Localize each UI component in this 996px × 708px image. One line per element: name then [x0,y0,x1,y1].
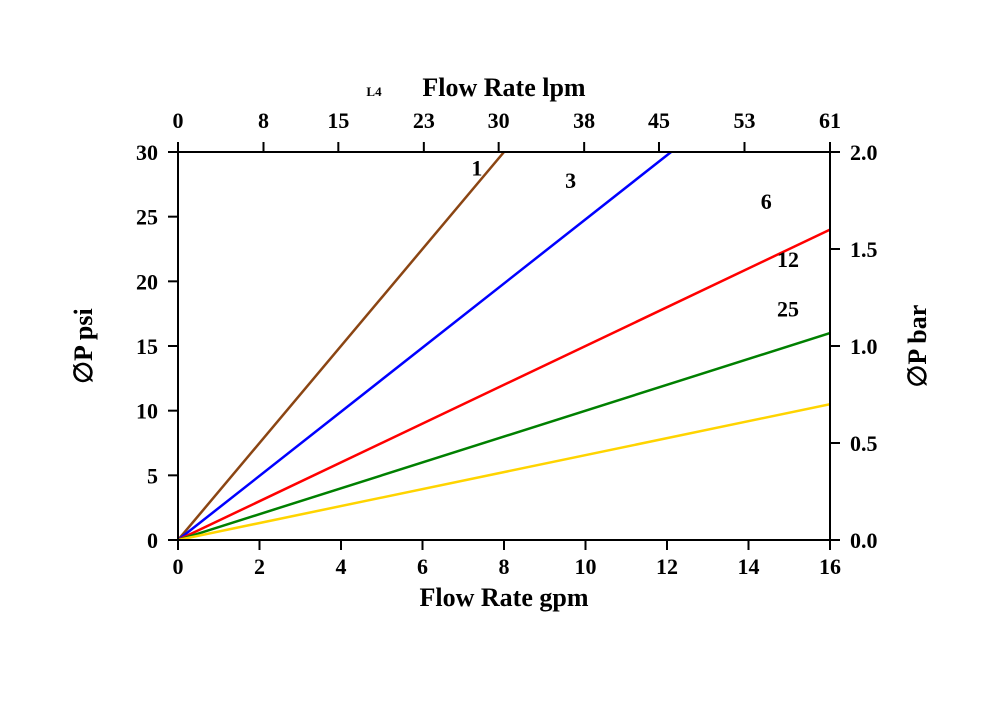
series-label-6: 6 [761,189,772,214]
yr-tick-label: 1.0 [850,334,878,359]
yl-tick-label: 10 [136,399,158,424]
xb-tick-label: 8 [499,554,510,579]
top-small-label: L4 [366,84,382,99]
xt-tick-label: 38 [573,108,595,133]
xt-tick-label: 0 [173,108,184,133]
xt-tick-label: 53 [733,108,755,133]
xb-tick-label: 6 [417,554,428,579]
xt-tick-label: 8 [258,108,269,133]
pressure-flow-chart: 0246810121416081523303845536105101520253… [0,0,996,708]
xb-tick-label: 14 [738,554,760,579]
top-axis-title: Flow Rate lpm [422,73,586,102]
xb-tick-label: 0 [173,554,184,579]
xb-tick-label: 4 [336,554,347,579]
xb-tick-label: 10 [575,554,597,579]
xb-tick-label: 12 [656,554,678,579]
right-axis-title: ∅P bar [903,305,932,388]
series-label-12: 12 [777,247,799,272]
left-axis-title: ∅P psi [69,308,98,383]
yr-tick-label: 1.5 [850,237,878,262]
xt-tick-label: 45 [648,108,670,133]
yl-tick-label: 0 [147,528,158,553]
bottom-axis-title: Flow Rate gpm [420,583,589,612]
xb-tick-label: 2 [254,554,265,579]
yl-tick-label: 15 [136,334,158,359]
yl-tick-label: 5 [147,463,158,488]
yr-tick-label: 0.0 [850,528,878,553]
xb-tick-label: 16 [819,554,841,579]
xt-tick-label: 30 [488,108,510,133]
xt-tick-label: 23 [413,108,435,133]
yr-tick-label: 0.5 [850,431,878,456]
yl-tick-label: 30 [136,140,158,165]
yl-tick-label: 25 [136,205,158,230]
xt-tick-label: 15 [327,108,349,133]
yr-tick-label: 2.0 [850,140,878,165]
series-label-3: 3 [565,168,576,193]
xt-tick-label: 61 [819,108,841,133]
series-label-1: 1 [471,155,482,180]
series-label-25: 25 [777,296,799,321]
yl-tick-label: 20 [136,269,158,294]
